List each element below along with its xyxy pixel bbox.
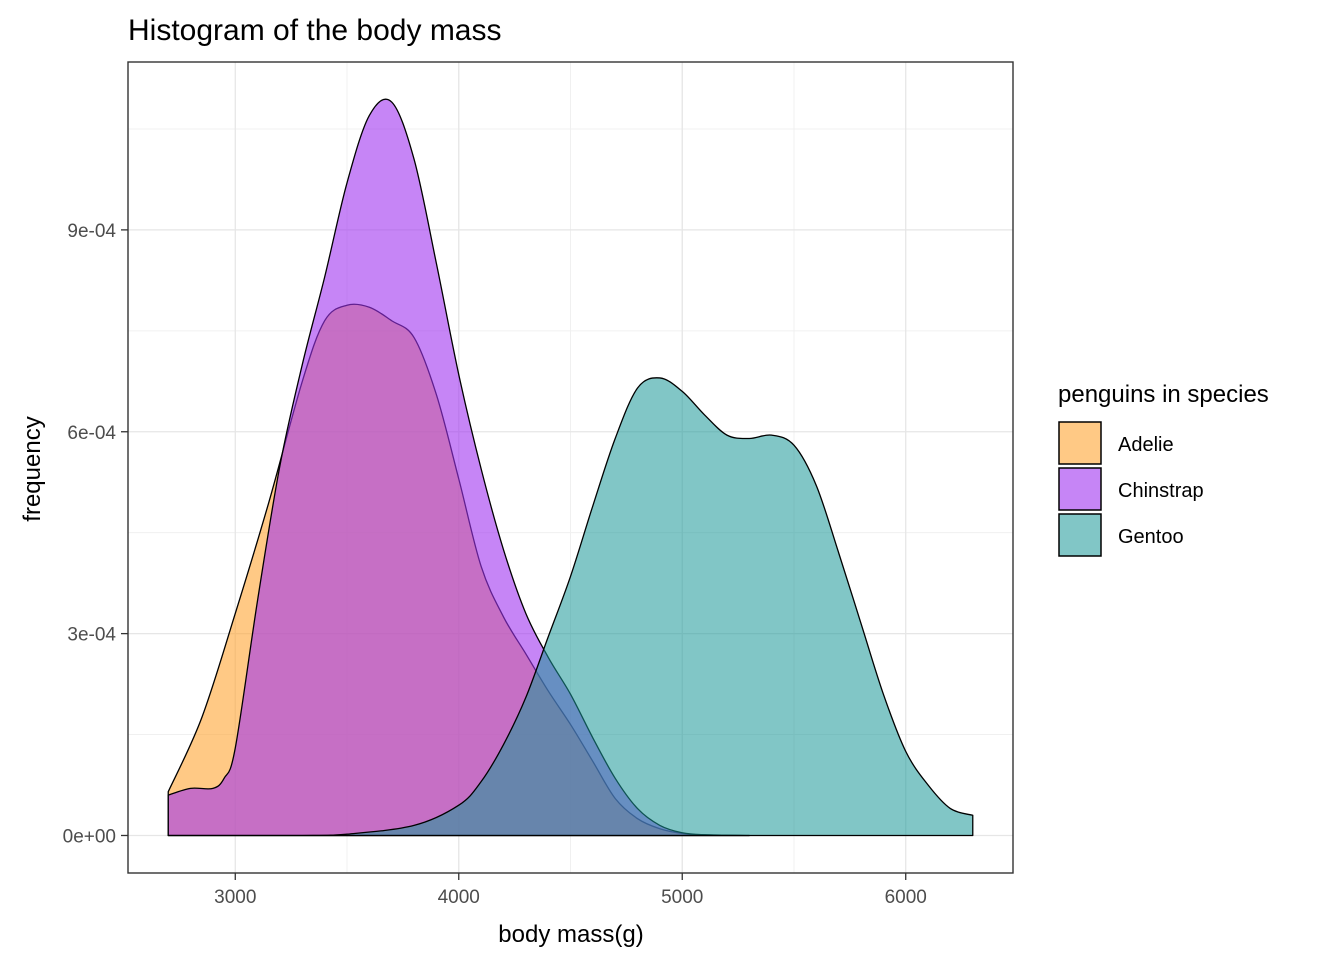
legend-label-adelie: Adelie — [1118, 434, 1174, 456]
y-tick-label: 9e-04 — [67, 221, 116, 242]
x-tick-label: 6000 — [885, 887, 927, 908]
legend-key-adelie — [1058, 421, 1102, 465]
y-axis-title: frequency — [19, 416, 46, 521]
x-tick-label: 4000 — [438, 887, 480, 908]
x-tick-label: 3000 — [214, 887, 256, 908]
y-tick-label: 6e-04 — [67, 423, 116, 444]
y-tick-label: 0e+00 — [63, 826, 116, 847]
legend: penguins in species Adelie Chinstrap Gento… — [1058, 381, 1269, 557]
chart-title: Histogram of the body mass — [128, 14, 502, 47]
legend-key-gentoo — [1058, 513, 1102, 557]
legend-title: penguins in species — [1058, 381, 1269, 408]
density-areas — [167, 98, 974, 837]
legend-label-gentoo: Gentoo — [1118, 526, 1184, 548]
legend-key-chinstrap — [1058, 467, 1102, 511]
axis-ticks: 3000 4000 5000 6000 0e+00 3e-04 6e-04 9e-04 — [63, 221, 927, 908]
x-axis-title: body mass(g) — [498, 921, 643, 948]
x-tick-label: 5000 — [661, 887, 703, 908]
density-area-gentoo — [167, 377, 974, 837]
legend-label-chinstrap: Chinstrap — [1118, 480, 1204, 502]
plot-panel-border — [127, 61, 1014, 874]
y-tick-label: 3e-04 — [67, 625, 116, 646]
